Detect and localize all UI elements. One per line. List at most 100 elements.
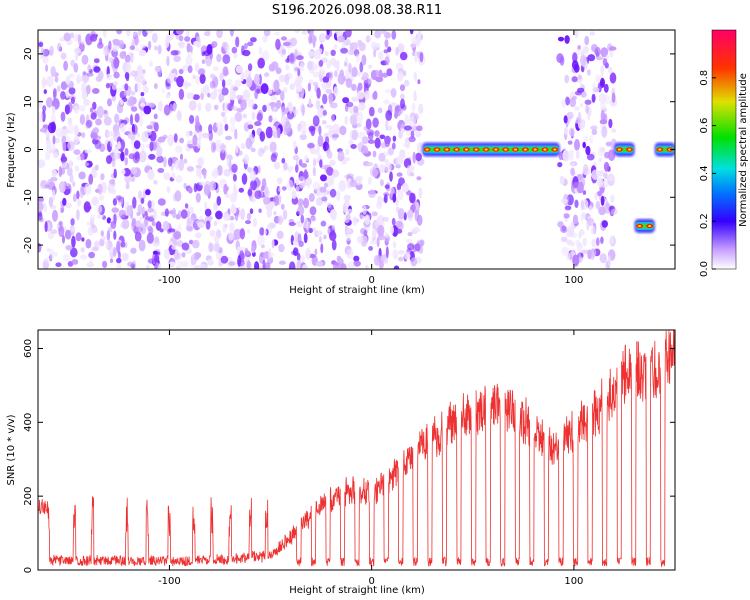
heatmap-noise-cell xyxy=(152,250,158,255)
heatmap-noise-cell xyxy=(365,264,369,269)
heatmap-noise-cell xyxy=(167,134,174,147)
heatmap-noise-cell xyxy=(411,203,416,213)
signal-peak-core xyxy=(484,148,488,151)
heatmap-noise-cell xyxy=(106,155,112,165)
heatmap-noise-cell xyxy=(64,104,70,115)
heatmap-noise-cell xyxy=(276,177,283,185)
heatmap-noise-cell xyxy=(567,140,573,145)
heatmap-noise-cell xyxy=(268,247,272,259)
heatmap-noise-cell xyxy=(295,84,303,93)
heatmap-noise-cell xyxy=(186,30,190,36)
colorbar-tick-label: 0.4 xyxy=(699,165,710,181)
heatmap-noise-cell xyxy=(130,70,138,77)
heatmap-noise-cell xyxy=(171,244,177,250)
heatmap-noise-cell xyxy=(119,122,126,133)
heatmap-noise-cell xyxy=(563,213,570,219)
heatmap-noise-cell xyxy=(363,229,368,237)
heatmap-x-tick-label: 100 xyxy=(564,275,583,286)
heatmap-noise-cell xyxy=(274,31,280,36)
heatmap-noise-cell xyxy=(597,177,604,188)
heatmap-noise-cell xyxy=(396,182,402,191)
heatmap-noise-cell xyxy=(173,231,182,240)
heatmap-noise-cell xyxy=(341,160,347,165)
heatmap-noise-cell xyxy=(352,216,357,227)
heatmap-noise-cell xyxy=(85,119,93,128)
heatmap-noise-cell xyxy=(571,60,579,70)
heatmap-noise-cell xyxy=(224,123,229,131)
heatmap-noise-cell xyxy=(222,66,229,77)
heatmap-noise-cell xyxy=(117,251,121,260)
heatmap-noise-cell xyxy=(329,209,337,220)
heatmap-noise-cell xyxy=(113,230,117,240)
heatmap-noise-cell xyxy=(240,208,246,221)
heatmap-noise-cell xyxy=(578,256,583,263)
heatmap-noise-cell xyxy=(345,229,352,234)
heatmap-noise-cell xyxy=(144,130,152,136)
heatmap-noise-cell xyxy=(43,89,47,95)
heatmap-noise-cell xyxy=(365,35,371,43)
heatmap-noise-cell xyxy=(395,164,401,169)
heatmap-noise-cell xyxy=(270,61,279,70)
heatmap-noise-cell xyxy=(60,52,67,60)
heatmap-noise-cell xyxy=(602,58,608,66)
heatmap-noise-cell xyxy=(73,149,81,156)
heatmap-noise-cell xyxy=(281,105,286,118)
heatmap-signal xyxy=(422,142,675,233)
heatmap-noise-cell xyxy=(408,136,416,143)
heatmap-noise-cell xyxy=(581,249,589,254)
heatmap-noise-cell xyxy=(111,188,117,195)
heatmap-noise-cell xyxy=(326,166,334,176)
heatmap-noise-cell xyxy=(130,247,137,254)
heatmap-noise-cell xyxy=(590,125,598,131)
heatmap-noise-cell xyxy=(574,199,579,208)
heatmap-noise-cell xyxy=(154,254,160,263)
heatmap-noise-cell xyxy=(187,51,193,57)
heatmap-noise-cell xyxy=(368,106,375,117)
heatmap-noise-cell xyxy=(79,192,84,199)
heatmap-noise-cell xyxy=(70,226,76,232)
heatmap-noise-cell xyxy=(307,82,311,92)
heatmap-noise-cell xyxy=(591,238,597,248)
heatmap-noise-cell xyxy=(583,135,589,142)
heatmap-noise-cell xyxy=(173,133,178,143)
heatmap-noise-cell xyxy=(179,43,185,49)
heatmap-noise-cell xyxy=(42,105,47,112)
heatmap-noise-cell xyxy=(340,47,348,54)
signal-peak-core xyxy=(425,148,429,151)
heatmap-noise-cell xyxy=(201,59,206,65)
heatmap-noise-cell xyxy=(396,172,403,177)
heatmap-noise-cell xyxy=(329,159,336,166)
colorbar-tick-label: 0.8 xyxy=(699,70,710,86)
heatmap-noise-cell xyxy=(71,235,76,248)
heatmap-noise-cell xyxy=(331,133,340,139)
heatmap-noise-cell xyxy=(208,242,214,253)
heatmap-x-tick-label: 0 xyxy=(368,275,374,286)
heatmap-noise-cell xyxy=(202,84,210,96)
heatmap-noise-cell xyxy=(111,207,119,213)
heatmap-noise-cell xyxy=(180,209,188,219)
heatmap-noise-cell xyxy=(149,141,154,152)
heatmap-noise-cell xyxy=(404,114,409,125)
heatmap-noise-cell xyxy=(147,225,153,232)
heatmap-noise-cell xyxy=(299,182,305,189)
heatmap-noise-cell xyxy=(330,57,337,66)
heatmap-noise-cell xyxy=(111,158,116,168)
heatmap-noise-cell xyxy=(176,240,184,247)
heatmap-noise-cell xyxy=(564,205,572,211)
heatmap-noise-cell xyxy=(135,226,144,233)
snr-x-ticks: -100 0 100 xyxy=(158,330,583,587)
heatmap-noise-cell xyxy=(113,124,119,137)
heatmap-noise-cell xyxy=(395,46,399,56)
heatmap-noise-cell xyxy=(559,175,565,185)
heatmap-noise-cell xyxy=(570,221,575,232)
heatmap-noise-cell xyxy=(138,49,147,57)
heatmap-noise-cell xyxy=(242,113,247,119)
heatmap-noise-cell xyxy=(275,67,282,75)
heatmap-noise-cell xyxy=(154,264,158,269)
heatmap-noise-cell xyxy=(410,43,417,48)
heatmap-noise-cell xyxy=(217,88,222,94)
heatmap-noise-cell xyxy=(346,101,354,108)
heatmap-noise-cell xyxy=(262,104,267,113)
heatmap-noise-cell xyxy=(574,30,579,39)
heatmap-noise-cell xyxy=(224,46,230,52)
